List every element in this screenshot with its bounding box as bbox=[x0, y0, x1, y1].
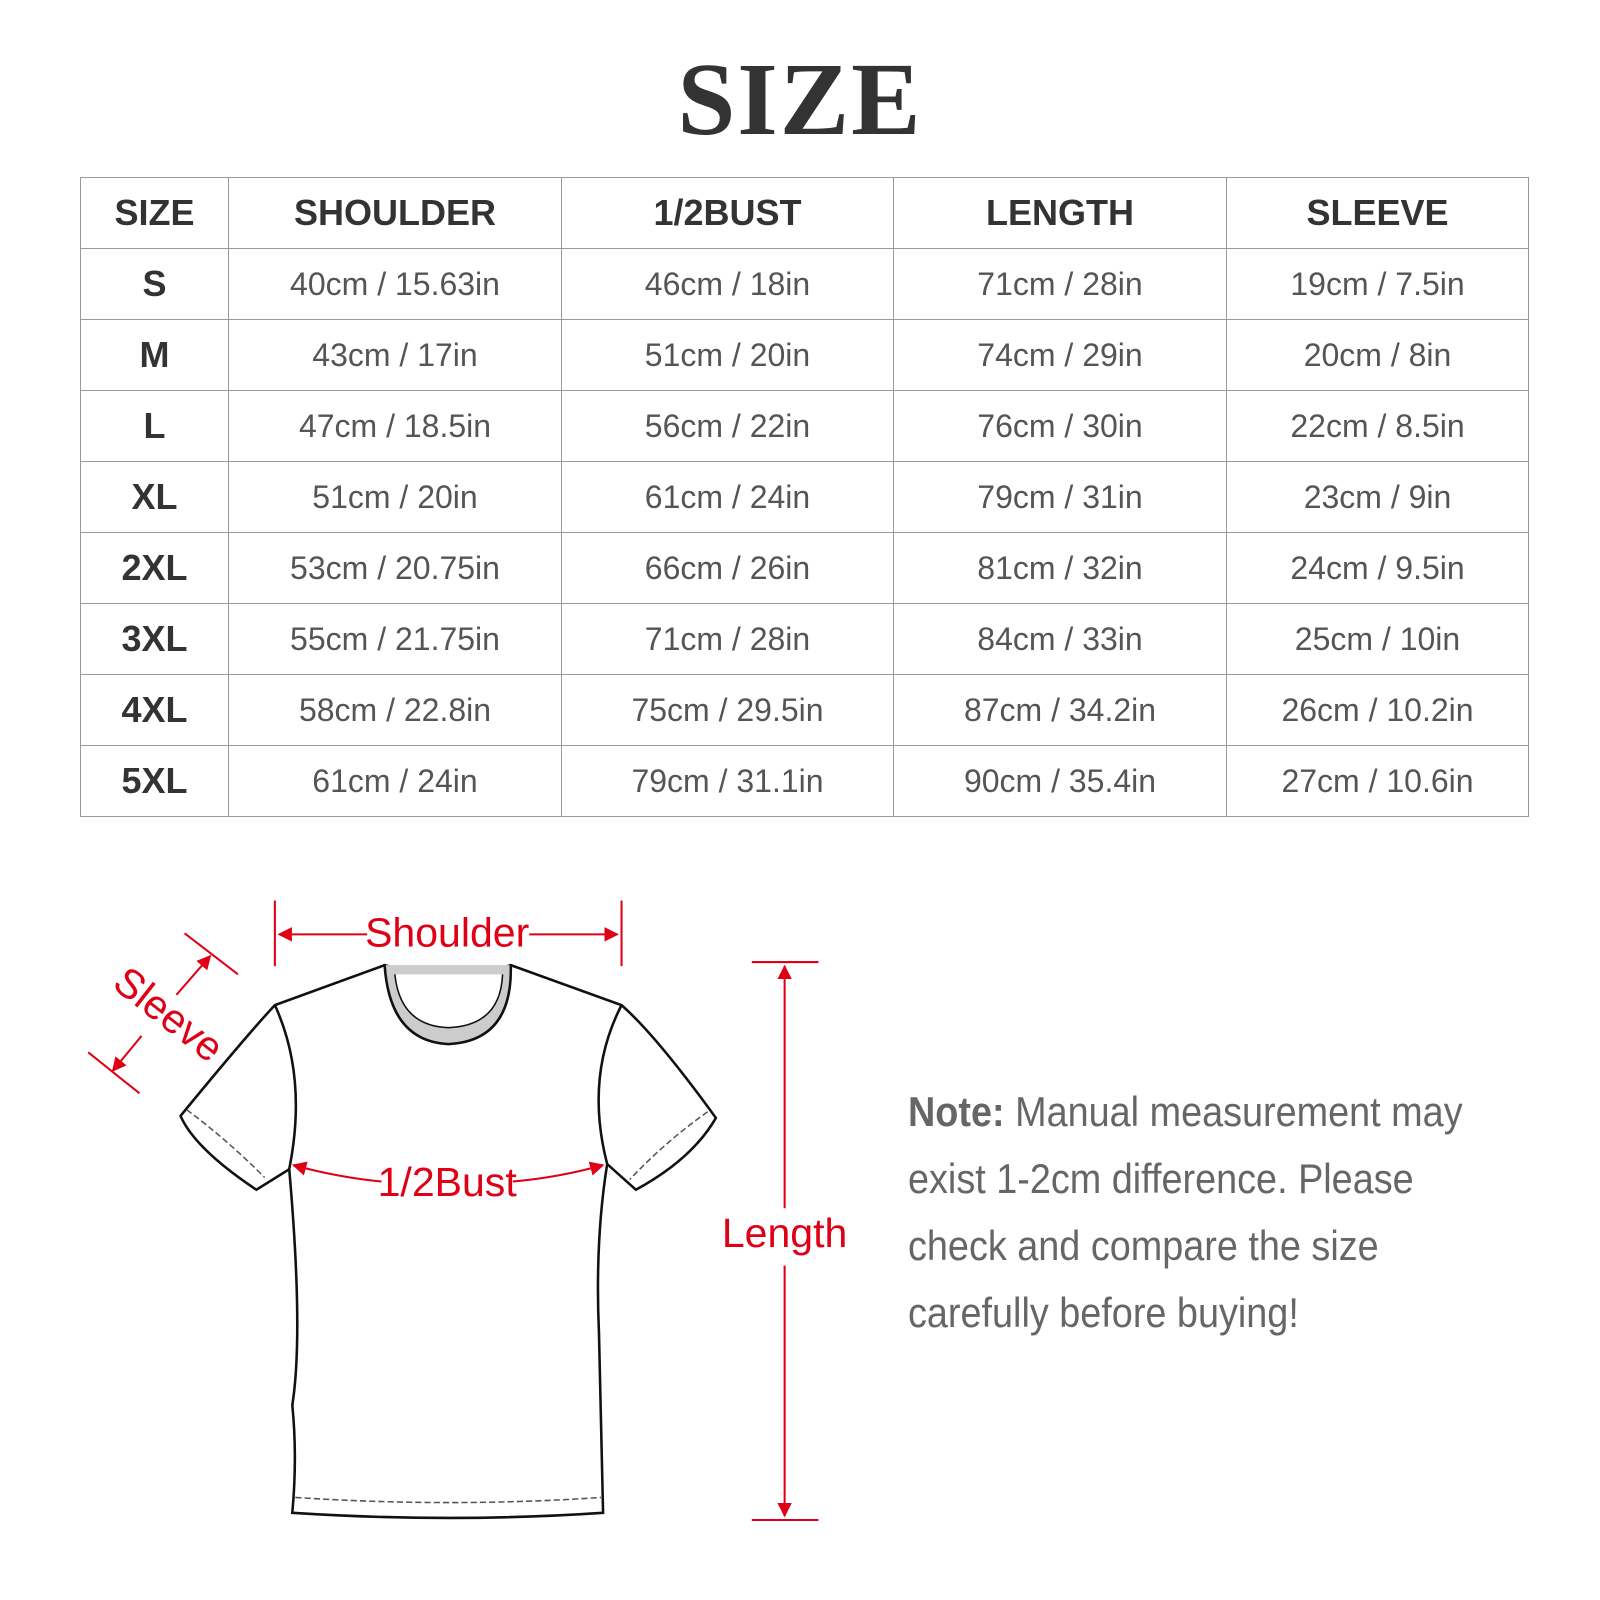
measurement-cell: 75cm / 29.5in bbox=[561, 674, 894, 746]
measurement-cell: 23cm / 9in bbox=[1226, 461, 1529, 533]
table-row: 4XL 58cm / 22.8in 75cm / 29.5in 87cm / 34.2… bbox=[80, 674, 1529, 746]
note-body: Manual measurement may exist 1-2cm diffe… bbox=[908, 1088, 1463, 1336]
size-cell: S bbox=[80, 248, 229, 320]
measurement-cell: 40cm / 15.63in bbox=[228, 248, 562, 320]
tshirt-drawing bbox=[179, 963, 718, 1520]
size-cell: 5XL bbox=[80, 745, 229, 817]
measurement-cell: 74cm / 29in bbox=[893, 319, 1227, 391]
table-header-row: SIZE SHOULDER 1/2BUST LENGTH SLEEVE bbox=[80, 177, 1529, 249]
bust-label: 1/2Bust bbox=[378, 1159, 518, 1205]
measurement-cell: 90cm / 35.4in bbox=[893, 745, 1227, 817]
measurement-cell: 61cm / 24in bbox=[228, 745, 562, 817]
measurement-cell: 66cm / 26in bbox=[561, 532, 894, 604]
size-cell: M bbox=[80, 319, 229, 391]
table-row: M 43cm / 17in 51cm / 20in 74cm / 29in 20cm /… bbox=[80, 319, 1529, 391]
measurement-cell: 56cm / 22in bbox=[561, 390, 894, 462]
measurement-cell: 26cm / 10.2in bbox=[1226, 674, 1529, 746]
header-sleeve: SLEEVE bbox=[1226, 177, 1529, 249]
measurement-cell: 25cm / 10in bbox=[1226, 603, 1529, 675]
measurement-cell: 71cm / 28in bbox=[893, 248, 1227, 320]
shoulder-label: Shoulder bbox=[365, 910, 529, 956]
sleeve-label: Sleeve bbox=[105, 958, 232, 1071]
measurement-cell: 79cm / 31.1in bbox=[561, 745, 894, 817]
note-label: Note: bbox=[908, 1088, 1005, 1135]
measurement-cell: 19cm / 7.5in bbox=[1226, 248, 1529, 320]
table-row: S 40cm / 15.63in 46cm / 18in 71cm / 28in 19c… bbox=[80, 248, 1529, 320]
measurement-cell: 43cm / 17in bbox=[228, 319, 562, 391]
measurement-cell: 20cm / 8in bbox=[1226, 319, 1529, 391]
page-title: SIZE bbox=[677, 42, 923, 157]
size-cell: L bbox=[80, 390, 229, 462]
measurement-cell: 61cm / 24in bbox=[561, 461, 894, 533]
table-row: L 47cm / 18.5in 56cm / 22in 76cm / 30in 22cm… bbox=[80, 390, 1529, 462]
length-label: Length bbox=[722, 1210, 847, 1256]
measure-lines bbox=[87, 900, 819, 1522]
measurement-cell: 71cm / 28in bbox=[561, 603, 894, 675]
measurement-cell: 22cm / 8.5in bbox=[1226, 390, 1529, 462]
size-table: SIZE SHOULDER 1/2BUST LENGTH SLEEVE S 40c… bbox=[80, 177, 1529, 817]
measurement-cell: 27cm / 10.6in bbox=[1226, 745, 1529, 817]
measurement-cell: 46cm / 18in bbox=[561, 248, 894, 320]
measurement-cell: 81cm / 32in bbox=[893, 532, 1227, 604]
header-length: LENGTH bbox=[893, 177, 1227, 249]
header-size: SIZE bbox=[80, 177, 229, 249]
measurement-cell: 84cm / 33in bbox=[893, 603, 1227, 675]
measurement-cell: 55cm / 21.75in bbox=[228, 603, 562, 675]
size-cell: 4XL bbox=[80, 674, 229, 746]
size-cell: 3XL bbox=[80, 603, 229, 675]
measurement-cell: 51cm / 20in bbox=[228, 461, 562, 533]
header-bust: 1/2BUST bbox=[561, 177, 894, 249]
size-cell: XL bbox=[80, 461, 229, 533]
table-row: 3XL 55cm / 21.75in 71cm / 28in 84cm / 33in 2… bbox=[80, 603, 1529, 675]
table-row: 2XL 53cm / 20.75in 66cm / 26in 81cm / 32in 2… bbox=[80, 532, 1529, 604]
table-row: XL 51cm / 20in 61cm / 24in 79cm / 31in 23cm … bbox=[80, 461, 1529, 533]
table-row: 5XL 61cm / 24in 79cm / 31.1in 90cm / 35.4in… bbox=[80, 745, 1529, 817]
note-text: Note: Manual measurement may exist 1-2cm… bbox=[908, 1078, 1484, 1346]
measurement-cell: 53cm / 20.75in bbox=[228, 532, 562, 604]
measurement-cell: 24cm / 9.5in bbox=[1226, 532, 1529, 604]
measurement-cell: 76cm / 30in bbox=[893, 390, 1227, 462]
measurement-cell: 58cm / 22.8in bbox=[228, 674, 562, 746]
